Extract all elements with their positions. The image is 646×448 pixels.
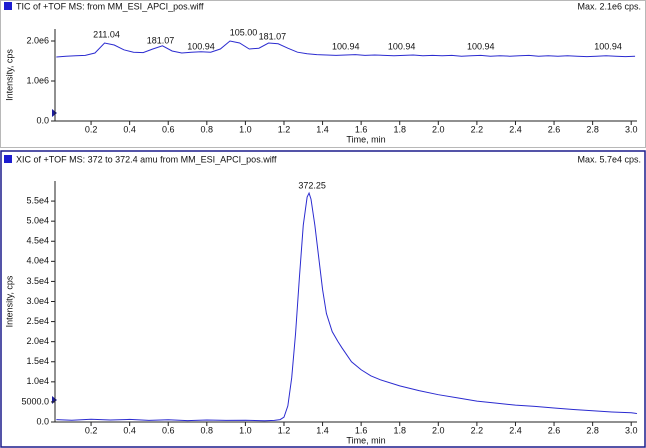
x-tick-label: 1.2 — [278, 124, 291, 134]
x-tick-label: 1.6 — [355, 124, 368, 134]
y-tick-label: 3.5e4 — [26, 276, 49, 286]
y-axis-label: Intensity, cps — [4, 275, 14, 327]
peak-label: 211.04 — [93, 29, 120, 39]
trace — [56, 40, 636, 58]
x-tick-label: 1.6 — [355, 425, 368, 435]
peak-label: 181.07 — [259, 31, 287, 41]
x-tick-label: 2.0 — [432, 124, 445, 134]
x-axis-label: Time, min — [346, 134, 385, 144]
panel-title: TIC of +TOF MS: from MM_ESI_APCI_pos.wif… — [16, 1, 204, 11]
x-tick-label: 0.6 — [162, 124, 175, 134]
y-tick-label: 2.0e4 — [26, 336, 49, 346]
y-tick-label: 0.0 — [36, 115, 49, 125]
x-tick-label: 1.8 — [393, 425, 406, 435]
peak-label: 105.00 — [230, 27, 258, 37]
x-tick-label: 0.8 — [201, 124, 214, 134]
x-tick-label: 0.6 — [162, 425, 175, 435]
peak-label: 100.94 — [332, 41, 360, 51]
y-tick-label: 1.0e6 — [26, 75, 49, 85]
peak-label: 100.94 — [594, 41, 622, 51]
panel-icon — [4, 155, 12, 163]
x-tick-label: 2.4 — [509, 124, 522, 134]
y-tick-label: 5000.0 — [21, 396, 49, 406]
trace — [56, 191, 638, 422]
x-tick-label: 3.0 — [625, 124, 638, 134]
panel-icon — [4, 2, 12, 10]
x-tick-label: 1.0 — [239, 425, 252, 435]
x-tick-label: 2.4 — [509, 425, 522, 435]
x-tick-label: 0.4 — [123, 425, 136, 435]
peak-label: 100.94 — [187, 41, 215, 51]
peak-label: 372.25 — [298, 181, 326, 191]
x-tick-label: 2.2 — [471, 124, 484, 134]
x-tick-label: 2.6 — [548, 425, 561, 435]
x-tick-label: 0.2 — [85, 425, 98, 435]
panel-title: XIC of +TOF MS: 372 to 372.4 amu from MM… — [16, 154, 277, 164]
x-tick-label: 1.8 — [393, 124, 406, 134]
x-tick-label: 0.8 — [201, 425, 214, 435]
x-tick-label: 1.2 — [278, 425, 291, 435]
y-axis-label: Intensity, cps — [4, 49, 14, 101]
x-tick-label: 1.4 — [316, 425, 329, 435]
x-axis-label: Time, min — [346, 435, 385, 445]
y-tick-label: 1.5e4 — [26, 356, 49, 366]
panel-max: Max. 5.7e4 cps. — [577, 154, 641, 164]
y-tick-label: 2.5e4 — [26, 316, 49, 326]
x-tick-label: 3.0 — [625, 425, 638, 435]
y-tick-label: 3.0e4 — [26, 296, 49, 306]
y-tick-label: 0.0 — [36, 416, 49, 426]
x-tick-label: 1.4 — [316, 124, 329, 134]
y-tick-label: 4.0e4 — [26, 256, 49, 266]
peak-label: 181.07 — [147, 35, 175, 45]
x-tick-label: 2.2 — [471, 425, 484, 435]
x-tick-label: 1.0 — [239, 124, 252, 134]
y-tick-label: 1.0e4 — [26, 376, 49, 386]
x-tick-label: 2.8 — [586, 425, 599, 435]
x-tick-label: 2.0 — [432, 425, 445, 435]
panel-max: Max. 2.1e6 cps. — [577, 1, 641, 11]
y-tick-label: 5.5e4 — [26, 195, 49, 205]
peak-label: 100.94 — [388, 41, 416, 51]
y-tick-label: 5.0e4 — [26, 216, 49, 226]
x-tick-label: 2.6 — [548, 124, 561, 134]
panel-frame-selected — [0, 150, 646, 448]
x-tick-label: 0.4 — [123, 124, 136, 134]
x-tick-label: 2.8 — [586, 124, 599, 134]
x-tick-label: 0.2 — [85, 124, 98, 134]
peak-label: 100.94 — [467, 41, 495, 51]
y-tick-label: 2.0e6 — [26, 35, 49, 45]
y-tick-label: 4.5e4 — [26, 236, 49, 246]
